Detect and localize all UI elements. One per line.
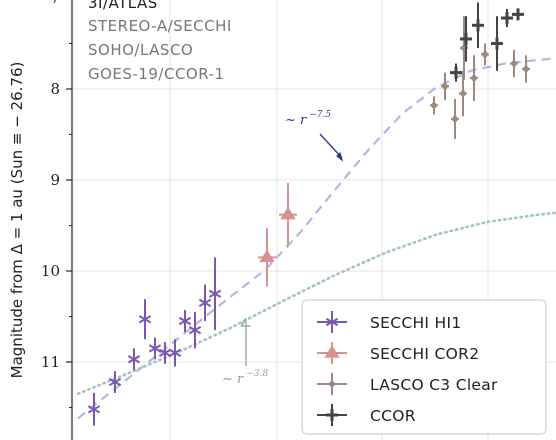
marker-asterisk bbox=[108, 375, 122, 389]
fit-curve-fit-3_8 bbox=[76, 211, 556, 396]
y-tick-label: 11 bbox=[41, 353, 60, 371]
marker-diamond bbox=[481, 49, 489, 59]
axes: ~ r−7.5 ~ r−3.8 7 8 9 10 11 Magnitude from Δ = … bbox=[8, 0, 344, 440]
marker-asterisk bbox=[158, 346, 172, 360]
data-point-ccor bbox=[512, 8, 524, 21]
y-tick-label: 9 bbox=[50, 171, 60, 189]
fit-label-3-8: ~ r −3.8 bbox=[222, 369, 268, 387]
marker-diamond bbox=[522, 64, 530, 74]
legend-label: LASCO C3 Clear bbox=[370, 376, 498, 394]
legend-label: SECCHI COR2 bbox=[370, 345, 479, 363]
data-point-secchi-hi1 bbox=[148, 337, 162, 360]
fit-curves bbox=[76, 57, 556, 420]
marker-asterisk bbox=[198, 296, 212, 310]
marker-diamond bbox=[470, 73, 478, 83]
marker-diamond bbox=[510, 59, 518, 69]
marker-plus bbox=[512, 8, 524, 21]
y-tick-label: 8 bbox=[50, 80, 60, 98]
legend-label: SECCHI HI1 bbox=[370, 314, 462, 332]
marker-diamond bbox=[441, 81, 449, 91]
data-point-lasco bbox=[441, 72, 449, 100]
y-tick-label: 10 bbox=[41, 262, 60, 280]
data-point-lasco bbox=[451, 99, 459, 140]
legend-entry-lasco: LASCO C3 Clear bbox=[317, 373, 498, 395]
marker-asterisk bbox=[127, 352, 141, 366]
data-point-secchi-hi1 bbox=[87, 392, 101, 426]
sources-title: 3I/ATLAS bbox=[88, 0, 158, 12]
data-point-lasco bbox=[522, 55, 530, 83]
marker-diamond bbox=[451, 114, 459, 124]
legend-marker-asterisk bbox=[325, 315, 339, 329]
data-point-secchi-hi1 bbox=[208, 257, 222, 331]
y-tick-label: 7 bbox=[50, 0, 60, 7]
source-line: GOES-19/CCOR-1 bbox=[88, 65, 225, 83]
legend: SECCHI HI1 SECCHI COR2 LASCO C3 Clear CCOR bbox=[301, 299, 547, 435]
marker-diamond bbox=[459, 89, 467, 99]
legend-entry-secchi-hi1: SECCHI HI1 bbox=[317, 311, 462, 333]
data-point-ccor bbox=[501, 8, 513, 28]
legend-entry-ccor: CCOR bbox=[317, 404, 416, 426]
grid bbox=[72, 0, 556, 440]
data-point-secchi-cor2 bbox=[258, 228, 276, 287]
data-point-secchi-hi1 bbox=[178, 310, 192, 332]
data-point-lasco bbox=[430, 96, 438, 115]
data-point-secchi-hi1 bbox=[108, 371, 122, 393]
legend-marker-triangle bbox=[324, 345, 340, 358]
data-point-lasco bbox=[510, 49, 518, 78]
marker-asterisk bbox=[178, 314, 192, 328]
marker-plus bbox=[472, 19, 484, 32]
data-point-ccor bbox=[450, 63, 462, 82]
marker-triangle bbox=[280, 206, 296, 220]
data-markers bbox=[87, 2, 530, 426]
marker-plus bbox=[450, 66, 462, 79]
data-point-secchi-hi1 bbox=[127, 348, 141, 371]
legend-marker-diamond bbox=[328, 379, 336, 389]
data-point-lasco bbox=[470, 55, 478, 101]
data-point-secchi-hi1 bbox=[168, 339, 182, 367]
arrow-fit-3-8 bbox=[240, 317, 251, 366]
marker-asterisk bbox=[148, 341, 162, 355]
marker-diamond bbox=[430, 100, 438, 110]
legend-entry-secchi-cor2: SECCHI COR2 bbox=[317, 342, 479, 364]
marker-plus bbox=[460, 32, 472, 45]
source-line: SOHO/LASCO bbox=[88, 41, 193, 59]
fit-curve-fit-7_5 bbox=[77, 57, 556, 420]
marker-asterisk bbox=[188, 323, 202, 337]
marker-triangle bbox=[259, 249, 275, 263]
data-point-lasco bbox=[481, 43, 489, 66]
legend-label: CCOR bbox=[370, 407, 416, 425]
marker-asterisk bbox=[208, 287, 222, 301]
marker-plus bbox=[491, 37, 503, 50]
marker-asterisk bbox=[168, 346, 182, 360]
data-point-secchi-cor2 bbox=[279, 182, 297, 247]
marker-asterisk bbox=[138, 312, 152, 326]
data-point-secchi-hi1 bbox=[158, 341, 172, 364]
data-point-ccor bbox=[472, 2, 484, 49]
data-point-ccor bbox=[460, 16, 472, 62]
data-point-secchi-hi1 bbox=[138, 299, 152, 340]
data-point-secchi-hi1 bbox=[188, 311, 202, 349]
y-axis-label: Magnitude from Δ = 1 au (Sun ≡ − 26.76) bbox=[8, 62, 26, 379]
source-line: STEREO-A/SECCHI bbox=[88, 17, 232, 35]
data-point-ccor bbox=[491, 16, 503, 71]
fit-label-7-5: ~ r −7.5 bbox=[285, 110, 331, 128]
data-point-secchi-hi1 bbox=[198, 284, 212, 322]
legend-box bbox=[301, 299, 547, 435]
arrow-fit-7-5 bbox=[319, 133, 344, 162]
legend-marker-plus bbox=[326, 409, 338, 421]
marker-asterisk bbox=[87, 402, 101, 416]
marker-plus bbox=[501, 12, 513, 25]
